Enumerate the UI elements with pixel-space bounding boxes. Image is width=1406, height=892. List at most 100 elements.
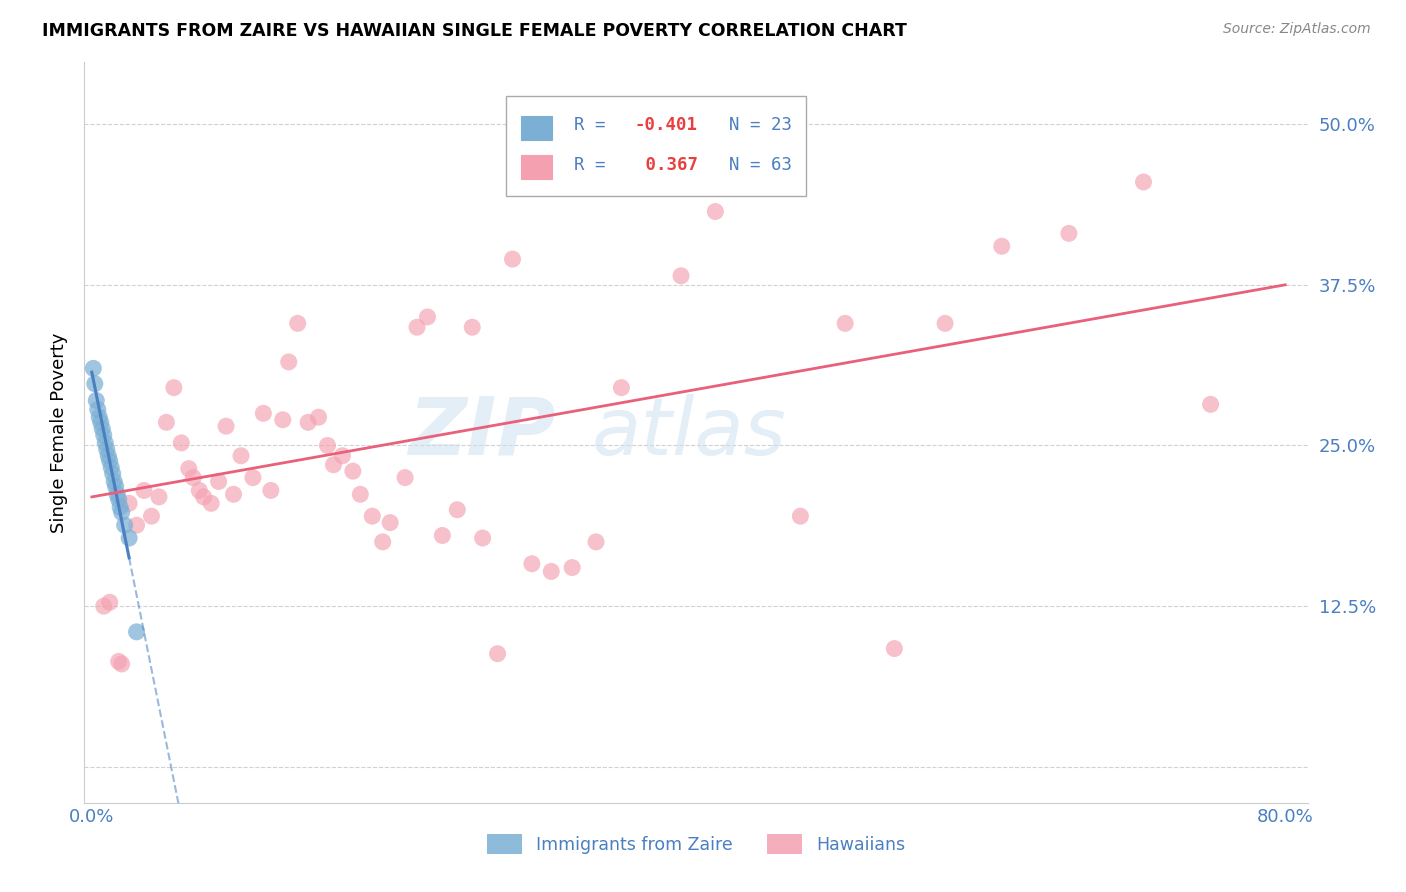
- Point: [188, 483, 211, 498]
- FancyBboxPatch shape: [522, 155, 551, 179]
- Point: [170, 436, 193, 450]
- Point: [461, 320, 484, 334]
- Text: IMMIGRANTS FROM ZAIRE VS HAWAIIAN SINGLE FEMALE POVERTY CORRELATION CHART: IMMIGRANTS FROM ZAIRE VS HAWAIIAN SINGLE…: [42, 22, 907, 40]
- Point: [271, 413, 294, 427]
- Point: [111, 505, 134, 519]
- Point: [308, 410, 330, 425]
- Text: atlas: atlas: [592, 393, 787, 472]
- Point: [91, 422, 114, 436]
- Point: [83, 376, 105, 391]
- Point: [108, 500, 131, 515]
- Point: [640, 181, 662, 195]
- Point: [380, 516, 402, 530]
- Text: N = 63: N = 63: [709, 155, 792, 174]
- Point: [669, 268, 692, 283]
- Point: [111, 657, 134, 671]
- Point: [610, 381, 633, 395]
- Point: [704, 204, 727, 219]
- Text: ZIP: ZIP: [408, 393, 555, 472]
- Legend: Immigrants from Zaire, Hawaiians: Immigrants from Zaire, Hawaiians: [479, 827, 912, 861]
- FancyBboxPatch shape: [506, 95, 806, 195]
- Point: [84, 393, 107, 408]
- Point: [371, 534, 394, 549]
- Point: [252, 406, 274, 420]
- Point: [215, 419, 238, 434]
- Point: [471, 531, 494, 545]
- Text: Source: ZipAtlas.com: Source: ZipAtlas.com: [1223, 22, 1371, 37]
- Point: [114, 518, 136, 533]
- Point: [100, 460, 122, 475]
- Point: [242, 470, 264, 484]
- Point: [316, 438, 339, 452]
- Point: [520, 557, 543, 571]
- Point: [207, 475, 229, 489]
- Point: [361, 509, 384, 524]
- Point: [222, 487, 245, 501]
- Point: [93, 428, 115, 442]
- Point: [287, 317, 309, 331]
- Point: [101, 467, 124, 481]
- Point: [934, 317, 956, 331]
- Point: [107, 492, 129, 507]
- Point: [883, 641, 905, 656]
- Point: [834, 317, 856, 331]
- Point: [93, 599, 115, 614]
- Point: [132, 483, 155, 498]
- Point: [90, 415, 112, 429]
- Text: R =: R =: [574, 155, 626, 174]
- Point: [103, 475, 125, 489]
- Point: [181, 470, 204, 484]
- Text: R =: R =: [574, 116, 616, 135]
- Point: [322, 458, 344, 472]
- Point: [89, 410, 111, 425]
- Point: [104, 480, 127, 494]
- Point: [125, 624, 148, 639]
- Point: [789, 509, 811, 524]
- Point: [502, 252, 524, 266]
- Point: [540, 565, 562, 579]
- Point: [432, 528, 454, 542]
- Point: [193, 490, 215, 504]
- Point: [260, 483, 283, 498]
- Point: [177, 461, 200, 475]
- Point: [1057, 227, 1080, 241]
- Point: [394, 470, 416, 484]
- Point: [561, 560, 583, 574]
- Point: [97, 449, 120, 463]
- Point: [406, 320, 429, 334]
- Y-axis label: Single Female Poverty: Single Female Poverty: [49, 333, 67, 533]
- FancyBboxPatch shape: [522, 116, 551, 140]
- Point: [1199, 397, 1222, 411]
- Point: [991, 239, 1014, 253]
- Point: [200, 496, 222, 510]
- Point: [125, 518, 148, 533]
- Point: [446, 502, 468, 516]
- Point: [118, 496, 141, 510]
- Point: [141, 509, 163, 524]
- Point: [486, 647, 509, 661]
- Point: [118, 531, 141, 545]
- Point: [1132, 175, 1154, 189]
- Point: [163, 381, 186, 395]
- Point: [342, 464, 364, 478]
- Point: [155, 415, 177, 429]
- Point: [744, 181, 766, 195]
- Point: [98, 454, 121, 468]
- Point: [107, 654, 129, 668]
- Text: N = 23: N = 23: [709, 116, 792, 135]
- Point: [96, 442, 118, 457]
- Point: [105, 487, 128, 501]
- Point: [277, 355, 299, 369]
- Point: [585, 534, 607, 549]
- Point: [148, 490, 170, 504]
- Point: [82, 361, 104, 376]
- Text: 0.367: 0.367: [636, 155, 697, 174]
- Point: [297, 415, 319, 429]
- Point: [87, 402, 110, 417]
- Point: [229, 449, 252, 463]
- Point: [332, 449, 354, 463]
- Point: [94, 436, 117, 450]
- Point: [416, 310, 439, 324]
- Text: -0.401: -0.401: [636, 116, 697, 135]
- Point: [349, 487, 371, 501]
